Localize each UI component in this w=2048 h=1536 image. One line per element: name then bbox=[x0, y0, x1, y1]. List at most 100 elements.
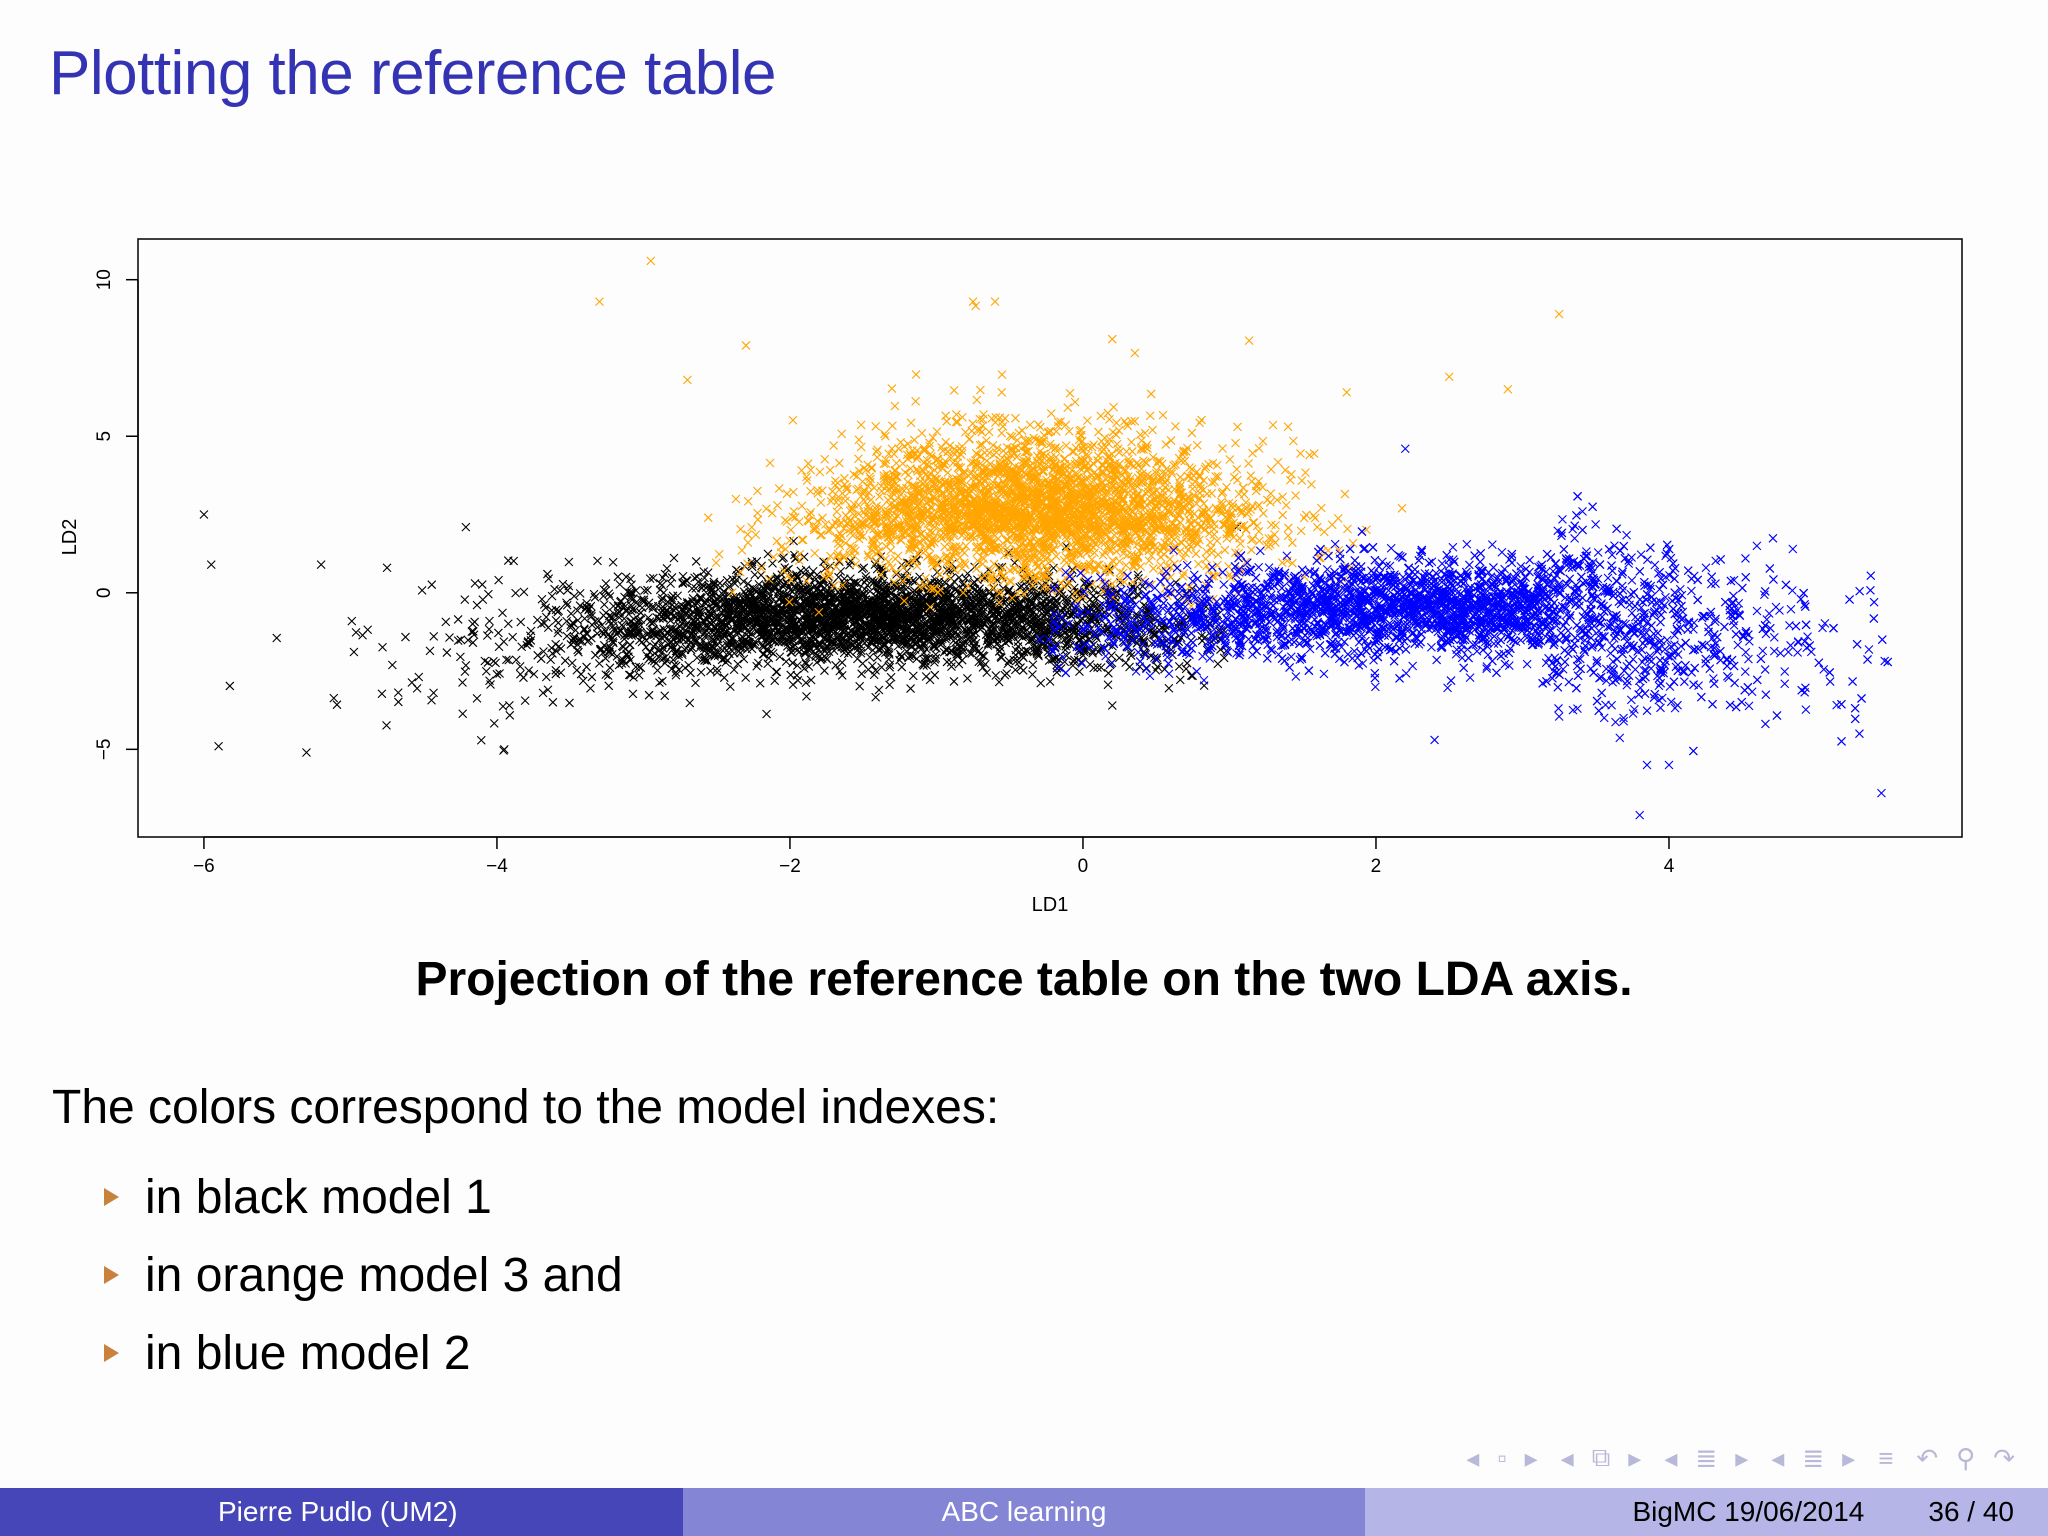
scatter-point-model-3 bbox=[714, 549, 724, 559]
scatter-point-model-1 bbox=[382, 563, 392, 573]
scatter-point-model-1 bbox=[806, 675, 816, 685]
scatter-point-model-1 bbox=[578, 676, 588, 686]
scatter-point-model-3 bbox=[1343, 524, 1352, 534]
scatter-point-model-3 bbox=[1316, 503, 1326, 513]
scatter-point-model-1 bbox=[831, 660, 841, 670]
scatter-point-model-1 bbox=[407, 678, 417, 687]
scatter-point-model-1 bbox=[872, 653, 882, 662]
scatter-point-model-3 bbox=[891, 458, 901, 468]
scatter-point-model-1 bbox=[517, 642, 527, 652]
scatter-point-model-3 bbox=[997, 428, 1007, 438]
scatter-point-model-1 bbox=[272, 633, 282, 643]
scatter-point-model-1 bbox=[472, 694, 482, 703]
scatter-point-model-1 bbox=[949, 677, 959, 686]
scatter-point-model-3 bbox=[1127, 447, 1137, 456]
scatter-points bbox=[199, 256, 1893, 820]
scatter-point-model-3 bbox=[997, 388, 1007, 397]
scatter-point-model-1 bbox=[477, 580, 487, 589]
scatter-point-model-1 bbox=[445, 633, 454, 642]
scatter-point-model-3 bbox=[747, 522, 757, 532]
scatter-point-model-1 bbox=[502, 655, 511, 665]
scatter-point-model-1 bbox=[1085, 659, 1095, 669]
scatter-point-model-1 bbox=[604, 589, 614, 598]
scatter-point-model-3 bbox=[851, 560, 861, 569]
scatter-point-model-3 bbox=[711, 558, 721, 568]
scatter-point-model-1 bbox=[996, 653, 1006, 663]
scatter-point-model-1 bbox=[302, 748, 311, 757]
scatter-point-model-1 bbox=[566, 623, 575, 633]
scatter-point-model-1 bbox=[621, 659, 631, 668]
scatter-point-model-1 bbox=[818, 574, 828, 584]
scatter-point-model-3 bbox=[829, 441, 839, 450]
scatter-point-model-1 bbox=[593, 556, 602, 566]
scatter-point-model-1 bbox=[1103, 680, 1113, 690]
scatter-point-model-1 bbox=[627, 580, 636, 590]
scatter-point-model-1 bbox=[685, 698, 695, 708]
scatter-point-model-1 bbox=[617, 641, 627, 651]
scatter-point-model-1 bbox=[874, 685, 884, 695]
scatter-point-model-3 bbox=[1283, 531, 1293, 541]
scatter-point-model-1 bbox=[678, 571, 688, 581]
scatter-point-model-1 bbox=[536, 654, 546, 664]
scatter-point-model-1 bbox=[499, 637, 509, 647]
scatter-point-model-1 bbox=[541, 672, 551, 682]
scatter-point-model-1 bbox=[1093, 663, 1102, 672]
scatter-point-model-1 bbox=[483, 658, 493, 667]
scatter-point-model-3 bbox=[815, 467, 825, 477]
scatter-point-model-3 bbox=[774, 484, 784, 493]
scatter-point-model-1 bbox=[571, 625, 580, 635]
scatter-point-model-1 bbox=[897, 662, 907, 672]
scatter-point-model-1 bbox=[1153, 662, 1162, 672]
scatter-point-model-1 bbox=[551, 615, 561, 625]
scatter-point-model-1 bbox=[764, 653, 774, 663]
scatter-point-model-1 bbox=[482, 631, 492, 640]
scatter-point-model-1 bbox=[690, 573, 699, 583]
scatter-point-model-1 bbox=[329, 693, 339, 703]
scatter-point-model-1 bbox=[608, 557, 618, 567]
scatter-point-model-1 bbox=[509, 556, 519, 566]
scatter-point-model-1 bbox=[551, 669, 561, 679]
scatter-point-model-1 bbox=[425, 646, 435, 656]
scatter-point-model-1 bbox=[871, 665, 880, 675]
scatter-point-model-1 bbox=[461, 660, 471, 670]
scatter-point-model-1 bbox=[601, 670, 611, 679]
scatter-point-model-3 bbox=[765, 458, 775, 468]
scatter-point-model-1 bbox=[1088, 591, 1098, 601]
scatter-point-model-1 bbox=[624, 670, 634, 680]
scatter-point-model-1 bbox=[576, 669, 586, 679]
scatter-point-model-1 bbox=[1028, 670, 1037, 679]
scatter-point-model-1 bbox=[614, 660, 624, 670]
scatter-point-model-1 bbox=[648, 604, 658, 613]
scatter-point-model-1 bbox=[494, 575, 504, 585]
scatter-point-model-3 bbox=[743, 530, 753, 539]
scatter-point-model-1 bbox=[1096, 663, 1106, 672]
scatter-point-model-3 bbox=[826, 551, 835, 561]
scatter-point-model-1 bbox=[741, 673, 751, 683]
scatter-point-model-1 bbox=[387, 660, 397, 670]
scatter-point-model-3 bbox=[1191, 549, 1201, 559]
scatter-point-model-1 bbox=[963, 673, 972, 683]
scatter-point-model-1 bbox=[1116, 578, 1125, 587]
scatter-point-model-1 bbox=[526, 636, 536, 645]
scatter-point-model-3 bbox=[1229, 532, 1239, 542]
scatter-point-model-1 bbox=[468, 619, 477, 629]
scatter-point-model-1 bbox=[605, 592, 615, 601]
scatter-point-model-1 bbox=[494, 628, 503, 638]
scatter-point-model-1 bbox=[575, 589, 585, 598]
scatter-point-model-1 bbox=[772, 667, 782, 677]
scatter-point-model-1 bbox=[1114, 653, 1124, 663]
scatter-point-model-1 bbox=[616, 626, 626, 636]
scatter-point-model-1 bbox=[458, 678, 467, 687]
scatter-point-model-1 bbox=[788, 680, 798, 689]
scatter-point-model-1 bbox=[634, 670, 644, 680]
scatter-point-model-3 bbox=[1232, 464, 1242, 474]
scatter-point-model-1 bbox=[634, 662, 644, 672]
scatter-point-model-1 bbox=[1186, 671, 1196, 681]
scatter-point-model-1 bbox=[1125, 662, 1134, 672]
scatter-point-model-3 bbox=[1063, 403, 1073, 412]
scatter-point-model-1 bbox=[763, 659, 773, 669]
scatter-point-model-1 bbox=[476, 735, 486, 745]
scatter-point-model-1 bbox=[537, 594, 547, 604]
scatter-point-model-3 bbox=[988, 583, 998, 593]
